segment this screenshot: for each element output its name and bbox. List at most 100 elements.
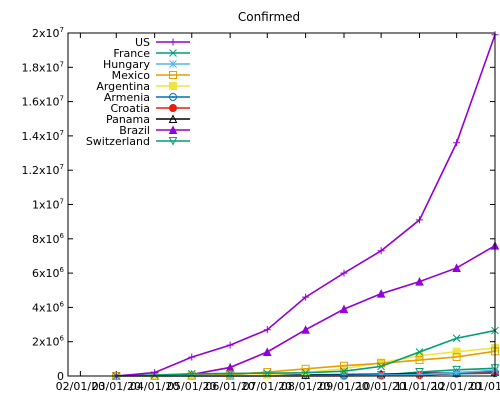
data-point — [452, 347, 461, 356]
legend-label: Mexico — [112, 69, 151, 82]
data-point — [340, 269, 348, 277]
data-point — [415, 277, 424, 286]
x-tick-label: 12/01/20 — [432, 380, 481, 393]
y-tick-mantissa: 8x10 — [32, 233, 60, 246]
data-point — [226, 341, 234, 349]
data-point — [263, 326, 271, 334]
data-point — [415, 348, 424, 356]
data-point — [169, 82, 177, 90]
data-point — [453, 139, 461, 147]
y-tick-label: 1.2x107 — [22, 163, 64, 177]
legend-item: France — [113, 47, 190, 60]
y-tick-exponent: 7 — [60, 60, 64, 68]
data-point — [169, 49, 177, 57]
legend-label: Argentina — [96, 80, 150, 93]
legend-item: US — [135, 36, 190, 49]
legend-item: Switzerland — [86, 135, 190, 148]
x-tick-label: 04/01/20 — [130, 380, 179, 393]
data-point — [169, 71, 177, 79]
data-point — [452, 263, 461, 272]
legend-item: Panama — [106, 113, 190, 126]
data-point — [340, 361, 349, 370]
legend-item: Mexico — [112, 69, 190, 82]
y-tick-exponent: 6 — [60, 232, 65, 240]
x-tick-label: 09/01/20 — [319, 380, 368, 393]
y-tick-label: 1.8x107 — [22, 60, 64, 74]
legend-item: Hungary — [103, 58, 190, 71]
plot-frame — [67, 32, 496, 377]
legend-label: Brazil — [119, 124, 150, 137]
x-tick-label: 02/01/20 — [56, 380, 105, 393]
y-tick-label: 8x106 — [32, 232, 65, 246]
data-point — [376, 289, 386, 298]
y-tick-exponent: 6 — [60, 300, 65, 308]
data-point — [188, 353, 196, 361]
x-tick-label: 01/01/21 — [470, 380, 500, 393]
y-tick-label: 1.4x107 — [22, 129, 64, 143]
y-tick-label: 6x106 — [32, 266, 65, 280]
y-tick-label: 4x106 — [32, 300, 65, 314]
y-tick-label: 2x107 — [32, 26, 64, 40]
legend-label: France — [113, 47, 150, 60]
x-axis-tick-labels: 02/01/2003/01/2004/01/2005/01/2006/01/20… — [56, 380, 500, 393]
legend-item: Armenia — [104, 91, 190, 104]
y-tick-exponent: 7 — [60, 26, 64, 34]
x-tick-label: 05/01/20 — [167, 380, 216, 393]
y-tick-mantissa: 2x10 — [32, 27, 60, 40]
x-tick-label: 11/01/20 — [395, 380, 444, 393]
data-point — [262, 347, 272, 356]
x-tick-label: 06/01/20 — [205, 380, 254, 393]
y-tick-mantissa: 1.4x10 — [22, 130, 60, 143]
data-point — [151, 369, 159, 377]
data-point — [416, 216, 424, 224]
y-axis-tick-labels: 02x1064x1066x1068x1061x1071.2x1071.4x107… — [22, 26, 65, 383]
x-tick-label: 08/01/20 — [281, 380, 330, 393]
y-tick-exponent: 6 — [60, 266, 65, 274]
data-point — [301, 368, 310, 377]
legend-item: Brazil — [119, 124, 190, 137]
y-tick-label: 2x106 — [32, 335, 65, 349]
data-point — [377, 362, 385, 371]
chart-title: Confirmed — [238, 10, 300, 24]
data-point-center — [172, 96, 174, 98]
data-point — [169, 60, 177, 68]
y-tick-exponent: 6 — [60, 335, 65, 343]
y-tick-mantissa: 1.2x10 — [22, 164, 60, 177]
y-tick-label: 1x107 — [32, 198, 64, 212]
legend-item: Argentina — [96, 80, 190, 93]
x-tick-label: 10/01/20 — [356, 380, 405, 393]
y-tick-mantissa: 2x10 — [32, 336, 60, 349]
y-tick-label: 1.6x107 — [22, 95, 64, 109]
legend-label: Croatia — [110, 102, 150, 115]
legend-label: Hungary — [103, 58, 150, 71]
legend: USFranceHungaryMexicoArgentinaArmeniaCro… — [86, 36, 190, 148]
data-point — [169, 38, 177, 46]
y-tick-mantissa: 0 — [57, 370, 64, 383]
y-tick-mantissa: 4x10 — [32, 301, 60, 314]
legend-label: US — [135, 36, 150, 49]
data-point — [339, 304, 349, 314]
data-point — [169, 104, 177, 112]
legend-label: Switzerland — [86, 135, 150, 148]
data-point — [415, 370, 424, 379]
data-point — [168, 137, 178, 146]
data-point — [452, 368, 461, 377]
data-point — [169, 93, 177, 101]
data-point — [452, 334, 461, 343]
y-tick-mantissa: 6x10 — [32, 267, 60, 280]
y-tick-mantissa: 1.6x10 — [22, 96, 60, 109]
y-tick-mantissa: 1.8x10 — [22, 61, 60, 74]
data-point — [301, 325, 310, 334]
y-tick-exponent: 7 — [60, 198, 64, 206]
x-tick-label: 07/01/20 — [243, 380, 292, 393]
y-tick-label: 0 — [57, 370, 64, 383]
data-point — [168, 114, 178, 123]
data-point — [452, 352, 461, 361]
series-line — [116, 244, 496, 377]
data-point — [340, 367, 348, 376]
data-point — [415, 356, 424, 365]
data-point — [168, 125, 178, 134]
legend-label: Armenia — [104, 91, 150, 104]
y-tick-exponent: 7 — [60, 95, 64, 103]
